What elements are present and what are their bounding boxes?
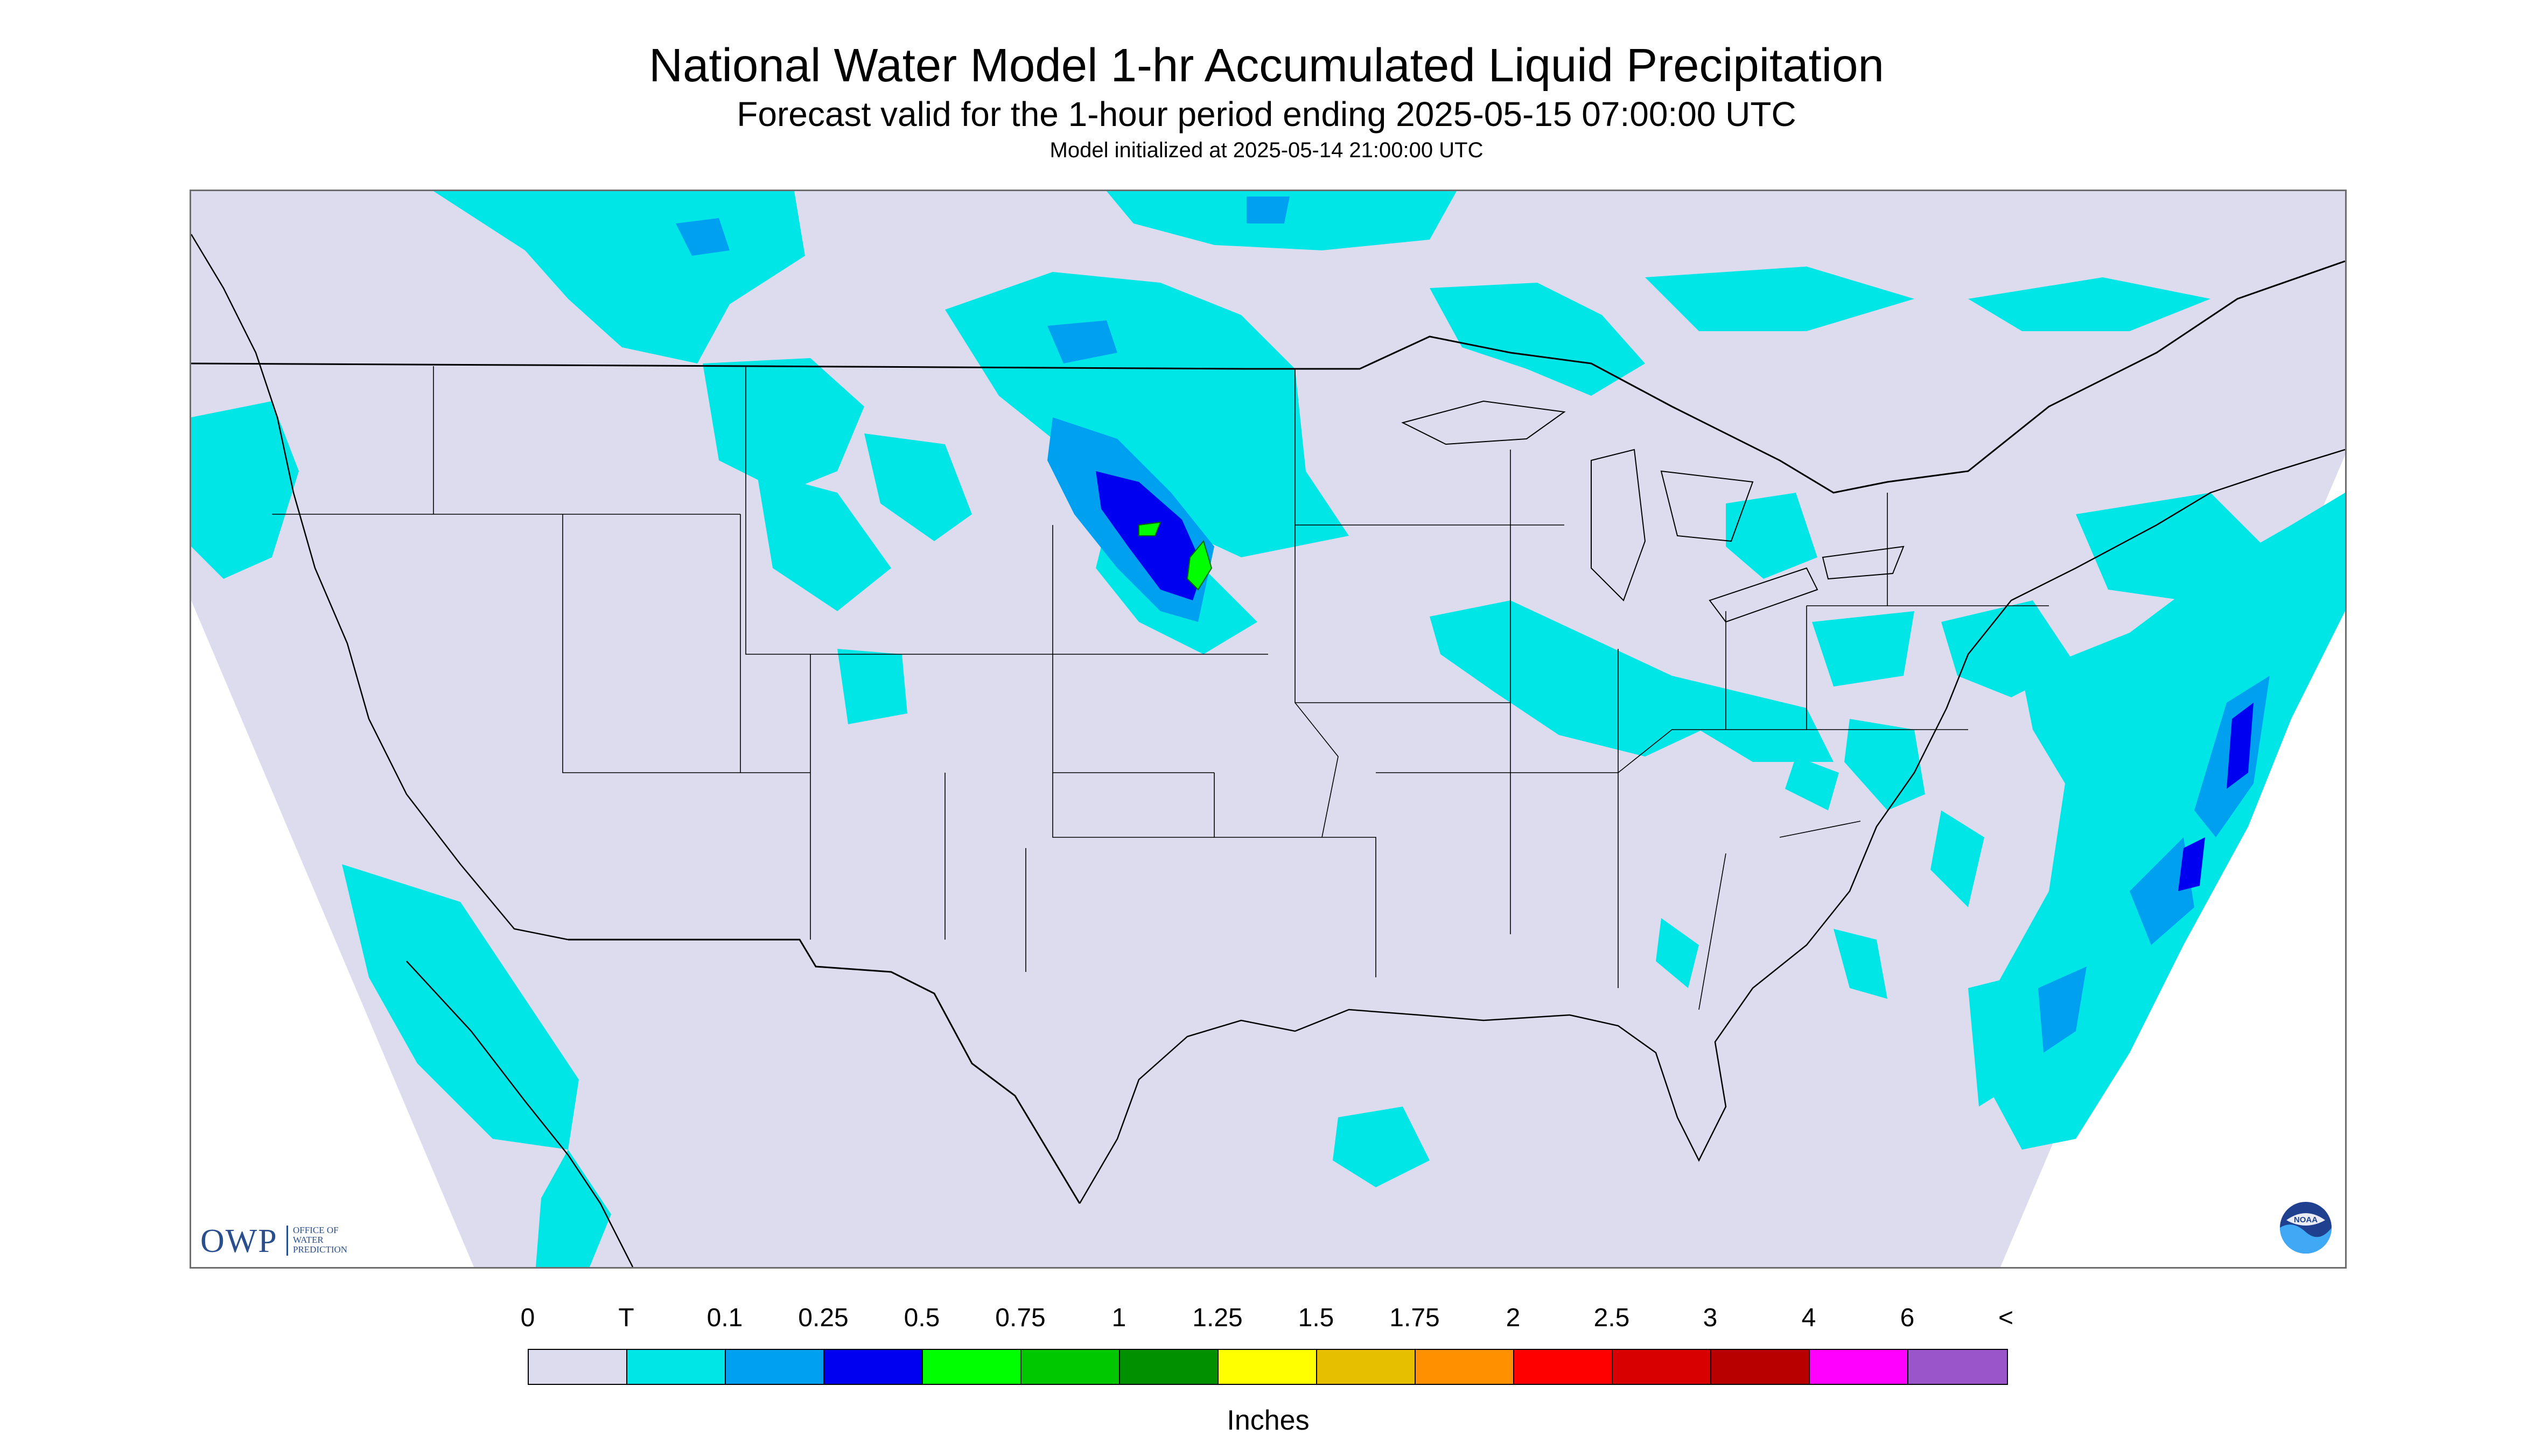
legend-swatch <box>726 1350 824 1384</box>
state-boundaries <box>272 366 2049 1010</box>
legend-color-bar <box>528 1349 2008 1385</box>
legend-swatch <box>1120 1350 1219 1384</box>
legend-swatch <box>923 1350 1021 1384</box>
precipitation-map <box>190 190 2347 1269</box>
legend-swatch <box>1514 1350 1613 1384</box>
legend-swatch <box>1021 1350 1120 1384</box>
legend-tick-label: T <box>618 1304 634 1332</box>
owp-logo-divider <box>286 1226 288 1256</box>
legend-tick-label: 0.75 <box>995 1304 1046 1332</box>
legend-tick-label: 6 <box>1900 1304 1915 1332</box>
color-legend: 0 T 0.1 0.25 0.5 0.75 1 1.25 1.5 1.75 2 2.5 3 4 6 < Inc… <box>521 1292 2013 1454</box>
great-lakes <box>1401 400 1905 623</box>
model-init-line: Model initialized at 2025-05-14 21:00:00… <box>1049 138 1484 162</box>
legend-tick-label: 0.25 <box>798 1304 849 1332</box>
legend-swatch <box>1416 1350 1514 1384</box>
legend-tick-label: 2.5 <box>1593 1304 1630 1332</box>
precip-heavy-areas <box>1138 521 1213 591</box>
legend-tick-label: 0.5 <box>904 1304 940 1332</box>
legend-tick-label: 0 <box>520 1304 535 1332</box>
legend-tick-label: 2 <box>1506 1304 1521 1332</box>
legend-tick-label: < <box>1998 1304 2014 1332</box>
legend-tick-label: 4 <box>1801 1304 1816 1332</box>
legend-unit-label: Inches <box>1227 1405 1310 1436</box>
legend-swatch <box>1317 1350 1416 1384</box>
legend-swatch <box>1810 1350 1908 1384</box>
legend-tick-label: 1.25 <box>1192 1304 1243 1332</box>
noaa-logo: NOAA <box>2280 1202 2332 1254</box>
legend-tick-label: 3 <box>1703 1304 1718 1332</box>
coastlines <box>191 234 2345 1267</box>
legend-tick-label: 0.1 <box>706 1304 743 1332</box>
legend-swatch <box>627 1350 726 1384</box>
noaa-logo-text: NOAA <box>2294 1215 2318 1224</box>
map-title: National Water Model 1-hr Accumulated Li… <box>649 39 1884 92</box>
legend-swatch <box>1908 1350 2007 1384</box>
legend-swatch <box>529 1350 627 1384</box>
owp-logo-subtext: OFFICE OF WATER PREDICTION <box>293 1225 348 1255</box>
country-borders <box>191 260 2345 1204</box>
legend-swatch <box>1219 1350 1317 1384</box>
legend-swatch <box>1711 1350 1810 1384</box>
map-subtitle: Forecast valid for the 1-hour period end… <box>737 95 1796 134</box>
legend-swatch <box>824 1350 923 1384</box>
map-canvas <box>191 191 2345 1267</box>
legend-tick-label: 1.5 <box>1298 1304 1334 1332</box>
legend-tick-label: 1.75 <box>1389 1304 1440 1332</box>
owp-logo-letters: OWP <box>200 1223 278 1259</box>
legend-swatch <box>1613 1350 1711 1384</box>
precip-trace-areas <box>191 191 2345 1267</box>
legend-tick-label: 1 <box>1111 1304 1126 1332</box>
